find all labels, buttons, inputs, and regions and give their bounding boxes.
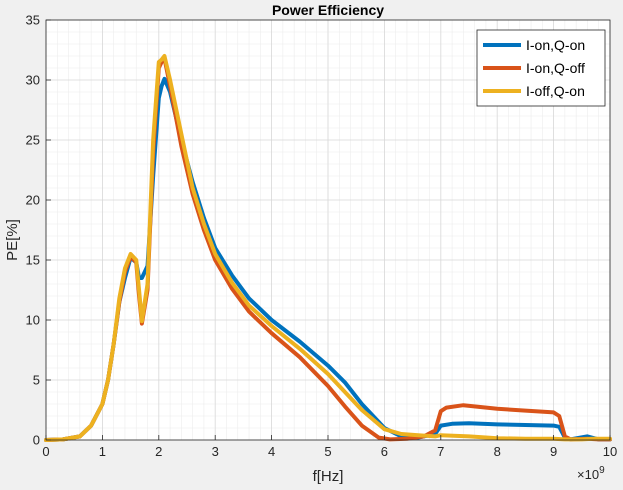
x-tick-label: 5 bbox=[324, 444, 331, 459]
legend: I-on,Q-on I-on,Q-off I-off,Q-on bbox=[476, 29, 606, 107]
legend-label-3: I-off,Q-on bbox=[526, 83, 585, 99]
x-tick-label: 2 bbox=[155, 444, 162, 459]
y-tick-label: 20 bbox=[26, 193, 40, 208]
x-tick-label: 8 bbox=[494, 444, 501, 459]
x-axis-label: f[Hz] bbox=[313, 468, 344, 485]
x-axis-ticks: 0 1 2 3 4 5 6 7 8 9 10 bbox=[42, 435, 617, 459]
x-tick-label: 10 bbox=[603, 444, 617, 459]
chart-title: Power Efficiency bbox=[272, 2, 384, 18]
y-tick-label: 30 bbox=[26, 73, 40, 88]
y-tick-label: 25 bbox=[26, 133, 40, 148]
x-tick-label: 3 bbox=[212, 444, 219, 459]
x-tick-label: 7 bbox=[437, 444, 444, 459]
series-layer bbox=[44, 54, 612, 442]
y-tick-label: 5 bbox=[33, 373, 40, 388]
x-tick-label: 1 bbox=[99, 444, 106, 459]
y-axis-ticks: 0 5 10 15 20 25 30 35 bbox=[26, 13, 51, 448]
legend-label-2: I-on,Q-off bbox=[526, 60, 585, 76]
x-tick-label: 0 bbox=[42, 444, 49, 459]
x-axis-multiplier-exponent: 9 bbox=[599, 465, 605, 476]
x-tick-label: 9 bbox=[550, 444, 557, 459]
x-tick-label: 4 bbox=[268, 444, 275, 459]
y-axis-label: PE[%] bbox=[4, 219, 21, 261]
x-axis-multiplier-base: ×10 bbox=[577, 467, 599, 482]
legend-label-1: I-on,Q-on bbox=[526, 37, 585, 53]
x-tick-label: 6 bbox=[381, 444, 388, 459]
y-tick-label: 0 bbox=[33, 433, 40, 448]
y-tick-label: 35 bbox=[26, 13, 40, 28]
x-axis-multiplier: ×109 bbox=[577, 465, 605, 482]
series-line-3 bbox=[44, 54, 612, 442]
y-tick-label: 15 bbox=[26, 253, 40, 268]
y-tick-label: 10 bbox=[26, 313, 40, 328]
